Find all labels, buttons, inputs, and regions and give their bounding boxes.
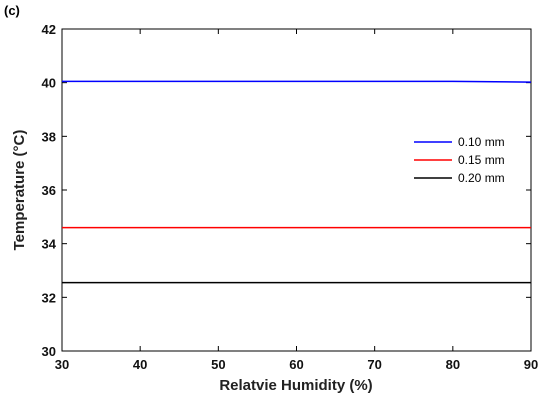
y-tick-label: 36 [42,183,56,198]
y-tick-label: 40 [42,76,56,91]
x-tick-label: 80 [446,357,460,372]
y-tick-label: 38 [42,129,56,144]
legend: 0.10 mm 0.15 mm 0.20 mm [414,135,505,185]
x-tick-label: 60 [289,357,303,372]
plot-area [61,28,532,352]
x-tick-label: 90 [524,357,538,372]
x-tick-label: 50 [211,357,225,372]
x-tick-label: 30 [55,357,69,372]
series-line-0-10-mm [62,80,532,83]
y-tick-label: 32 [42,290,56,305]
axis-ticks: 30 40 50 60 70 80 90 30 32 34 36 38 40 42 [42,22,539,372]
x-tick-label: 70 [367,357,381,372]
y-tick-label: 34 [42,237,57,252]
legend-entry: 0.10 mm [458,135,505,149]
y-tick-label: 42 [42,22,56,37]
y-axis-label: Temperature (°C) [11,130,28,251]
series-lines [62,80,532,284]
y-tick-label: 30 [42,344,56,359]
x-tick-label: 40 [133,357,147,372]
panel-label: (c) [4,3,20,18]
x-axis-label: Relatvie Humidity (%) [219,377,372,394]
legend-entry: 0.15 mm [458,153,505,167]
legend-entry: 0.20 mm [458,171,505,185]
